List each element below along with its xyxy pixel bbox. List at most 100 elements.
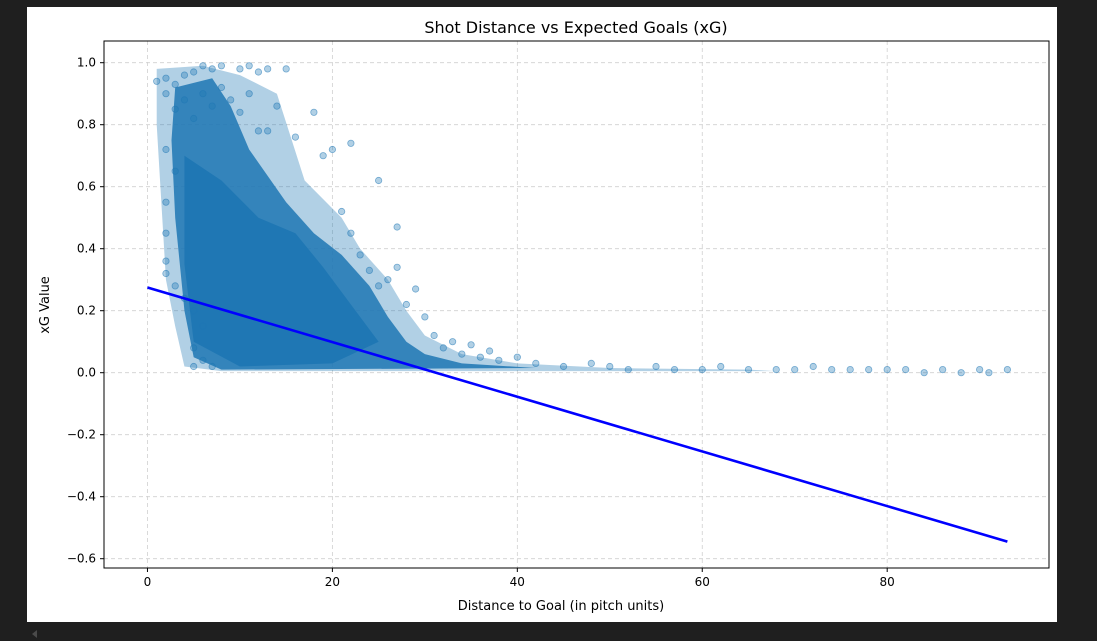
x-tick-label: 60 xyxy=(695,575,710,589)
scatter-point xyxy=(698,365,706,374)
plot-frame xyxy=(103,40,1050,569)
scatter-point xyxy=(458,350,466,358)
y-axis-ticks: −0.6 −0.4 −0.2 0.0 0.2 0.4 0.6 0.8 1.0 xyxy=(67,56,104,566)
y-tick-label: 0.8 xyxy=(77,118,96,132)
scatter-point xyxy=(162,145,170,154)
x-tick-label: 0 xyxy=(144,575,152,589)
scatter-point xyxy=(439,344,447,352)
scatter-point xyxy=(236,65,244,73)
scatter-point xyxy=(208,65,216,73)
scatter-point xyxy=(772,365,780,374)
scatter-point xyxy=(199,356,207,364)
scatter-point xyxy=(791,365,799,374)
scatter-point xyxy=(171,80,179,89)
scatter-point xyxy=(587,359,595,367)
scatter-point xyxy=(199,322,207,330)
scatter-point xyxy=(495,356,503,364)
scatter-point xyxy=(190,114,198,123)
scatter-point xyxy=(190,307,198,315)
scatter-point xyxy=(375,282,383,290)
scatter-point xyxy=(828,365,836,374)
scatter-point xyxy=(1003,365,1011,374)
scatter-point xyxy=(199,90,207,98)
scatter-point xyxy=(171,282,179,290)
scatter-point xyxy=(467,341,475,349)
scatter-point xyxy=(338,207,346,216)
scatter-point xyxy=(328,145,336,154)
scatter-point xyxy=(485,347,494,355)
y-tick-label: −0.6 xyxy=(67,552,96,566)
scroll-left-arrow-icon[interactable] xyxy=(32,630,37,638)
x-axis-ticks: 0 20 40 60 80 xyxy=(144,568,895,589)
scatter-point xyxy=(180,96,189,104)
scatter-point xyxy=(393,223,401,231)
scatter-point xyxy=(245,62,253,70)
y-tick-label: 0.6 xyxy=(77,180,96,194)
scatter-point xyxy=(254,127,263,135)
scatter-point xyxy=(513,353,521,361)
scatter-point xyxy=(976,365,984,374)
scatter-point xyxy=(208,102,216,110)
scatter-point xyxy=(393,263,401,271)
scatter-point xyxy=(227,96,235,104)
scatter-point xyxy=(476,353,484,361)
scatter-point xyxy=(190,362,198,371)
scatter-point xyxy=(448,338,457,346)
scatter-point xyxy=(171,105,179,113)
scatter-point xyxy=(744,365,753,374)
scatter-point xyxy=(310,108,318,116)
x-tick-label: 40 xyxy=(510,575,525,589)
y-tick-label: −0.2 xyxy=(67,428,96,442)
scatter-point xyxy=(162,269,170,278)
scatter-point xyxy=(162,229,170,237)
scatter-point xyxy=(430,331,438,340)
scatter-point xyxy=(162,198,170,206)
scatter-point xyxy=(162,74,170,82)
scatter-point xyxy=(670,365,679,374)
scatter-point xyxy=(208,362,216,371)
scatter-point xyxy=(291,133,300,141)
scatter-point xyxy=(245,90,253,98)
y-tick-label: −0.4 xyxy=(67,490,96,504)
scatter-point xyxy=(939,365,947,374)
x-axis-label: Distance to Goal (in pitch units) xyxy=(458,599,664,614)
scatter-point xyxy=(180,71,189,79)
scatter-point xyxy=(412,285,420,293)
scatter-point xyxy=(217,62,226,70)
scatter-point xyxy=(559,362,568,371)
scatter-point xyxy=(217,83,226,92)
chart-title: Shot Distance vs Expected Goals (xG) xyxy=(424,18,727,37)
y-axis-label: xG Value xyxy=(38,276,53,334)
x-tick-label: 20 xyxy=(325,575,340,589)
scatter-point xyxy=(985,369,993,377)
scatter-point xyxy=(199,62,207,70)
scatter-point xyxy=(717,362,725,371)
scatter-point xyxy=(264,65,272,73)
scatter-point xyxy=(532,359,540,367)
scatter-point xyxy=(846,365,854,374)
scatter-point xyxy=(384,276,392,284)
scatter-point xyxy=(236,108,244,116)
scatter-point xyxy=(264,127,272,135)
scatter-point xyxy=(606,362,614,371)
y-tick-label: 0.2 xyxy=(77,304,96,318)
scatter-point xyxy=(190,68,198,76)
scatter-point xyxy=(356,251,364,259)
y-tick-label: 0.0 xyxy=(77,366,96,380)
scatter-point xyxy=(809,362,817,371)
scatter-point xyxy=(421,313,429,321)
scatter-point xyxy=(375,176,383,185)
y-tick-label: 1.0 xyxy=(77,56,96,70)
scatter-point xyxy=(319,152,327,160)
grid xyxy=(104,41,1049,568)
scatter-point xyxy=(282,65,290,73)
y-tick-label: 0.4 xyxy=(77,242,96,256)
scatter-point xyxy=(402,300,410,309)
scatter-point xyxy=(273,102,281,110)
scatter-point xyxy=(162,257,170,265)
scatter-chart: 0 20 40 60 80 −0.6 −0.4 −0.2 0.0 0.2 0.4 0.6 0.8 1.0… xyxy=(38,18,1050,614)
chart-figure: 0 20 40 60 80 −0.6 −0.4 −0.2 0.0 0.2 0.4 0.6 0.8 1.0… xyxy=(27,7,1057,622)
scatter-point xyxy=(865,365,873,374)
regression-line-group xyxy=(147,286,1008,543)
scatter-point xyxy=(902,365,910,374)
